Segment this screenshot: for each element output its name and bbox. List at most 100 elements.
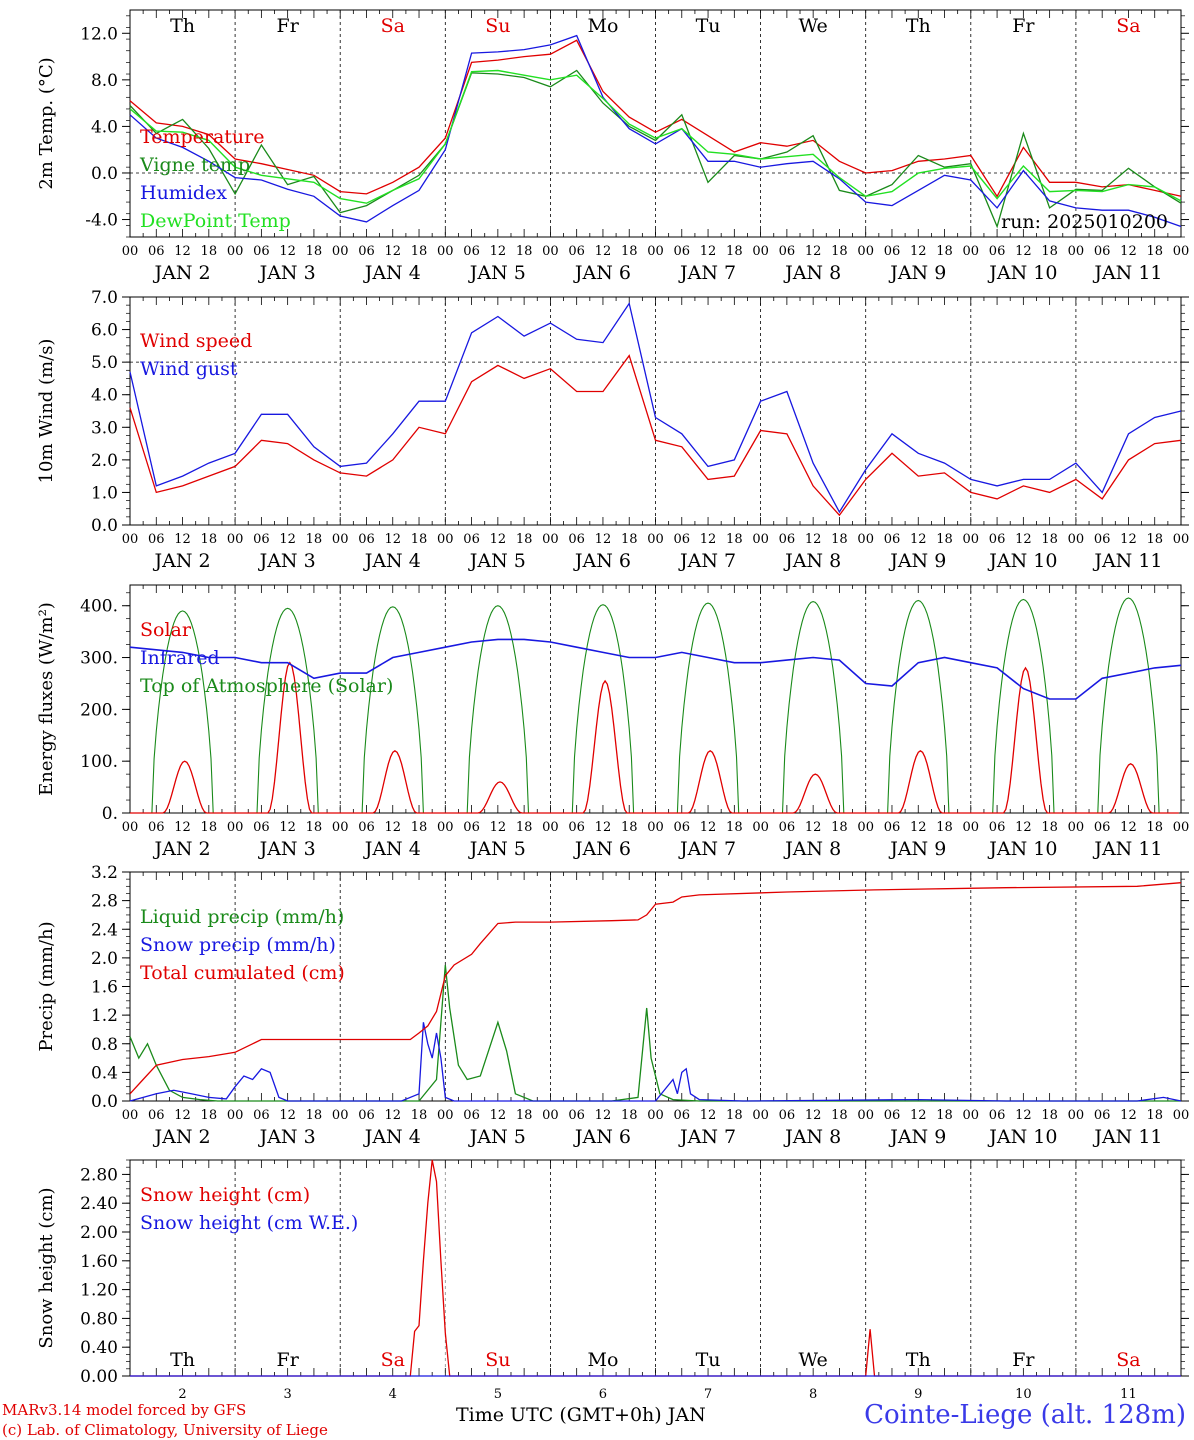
y-tick-label: 1.20 [80, 1281, 118, 1301]
weekday-label: We [799, 1349, 828, 1371]
day-label: JAN 7 [678, 262, 736, 284]
hour-tick-label: 18 [201, 820, 218, 835]
hour-tick-label: 18 [516, 1108, 533, 1123]
lab-credit: (c) Lab. of Climatology, University of L… [2, 1421, 328, 1439]
hour-tick-label: 06 [358, 820, 375, 835]
hour-tick-label: 12 [490, 244, 507, 259]
hour-tick-label: 12 [384, 244, 401, 259]
hour-tick-label: 06 [148, 244, 165, 259]
hour-tick-label: 00 [122, 244, 139, 259]
y-tick-label: 400. [80, 597, 118, 617]
hour-tick-label: 12 [1015, 1108, 1032, 1123]
hour-tick-label: 06 [989, 532, 1006, 547]
hour-tick-label: 00 [1173, 532, 1190, 547]
hour-tick-label: 00 [227, 1108, 244, 1123]
day-label: JAN 11 [1092, 1126, 1162, 1148]
day-label: JAN 2 [153, 550, 211, 572]
weekday-label: Sa [1116, 15, 1140, 37]
hour-tick-label: 12 [595, 244, 612, 259]
hour-tick-label: 12 [805, 532, 822, 547]
hour-tick-label: 06 [779, 244, 796, 259]
weekday-label: Fr [277, 1349, 300, 1371]
day-number-label: 4 [389, 1387, 397, 1402]
y-tick-label: 6.0 [91, 321, 118, 341]
legend-entry: Snow height (cm W.E.) [140, 1212, 358, 1234]
legend-entry: Snow height (cm) [140, 1184, 310, 1206]
hour-tick-label: 12 [174, 820, 191, 835]
hour-tick-label: 00 [647, 820, 664, 835]
toa-solar-line [130, 597, 1179, 814]
day-label: JAN 6 [573, 262, 631, 284]
hour-tick-label: 06 [674, 244, 691, 259]
station-name: Cointe-Liege (alt. 128m) [864, 1400, 1186, 1430]
hour-tick-label: 06 [989, 820, 1006, 835]
day-label: JAN 5 [468, 550, 526, 572]
hour-tick-label: 18 [306, 244, 323, 259]
model-credit: MARv3.14 model forced by GFS [2, 1401, 247, 1419]
hour-tick-label: 00 [332, 532, 349, 547]
day-label: JAN 4 [363, 550, 421, 572]
hour-tick-label: 18 [201, 532, 218, 547]
y-tick-label: 2.0 [91, 949, 118, 969]
legend-entry: Wind gust [140, 358, 238, 380]
hour-tick-label: 12 [279, 532, 296, 547]
y-tick-label: 2.00 [80, 1223, 118, 1243]
hour-tick-label: 12 [1120, 244, 1137, 259]
hour-tick-label: 18 [516, 820, 533, 835]
hour-tick-label: 00 [332, 820, 349, 835]
y-tick-label: 2.80 [80, 1165, 118, 1185]
day-label: JAN 10 [987, 550, 1057, 572]
hour-tick-label: 12 [700, 532, 717, 547]
hour-tick-label: 18 [411, 820, 428, 835]
weekday-label: Mo [587, 1349, 618, 1371]
hour-tick-label: 06 [884, 820, 901, 835]
series-line-temperature [129, 39, 1182, 198]
y-tick-label: -4.0 [85, 211, 118, 231]
hour-tick-label: 12 [1015, 244, 1032, 259]
y-tick-label: 2.40 [80, 1194, 118, 1214]
hour-tick-label: 06 [568, 244, 585, 259]
day-label: JAN 2 [153, 838, 211, 860]
hour-tick-label: 00 [857, 532, 874, 547]
hour-tick-label: 12 [700, 820, 717, 835]
hour-tick-label: 12 [384, 820, 401, 835]
series-line-liquid-precip-mm-h- [129, 964, 1181, 1102]
y-tick-label: 0.0 [91, 1092, 118, 1112]
series-line-snow-precip-mm-h- [129, 1022, 1182, 1102]
day-label: JAN 5 [468, 838, 526, 860]
day-number-label: 3 [284, 1387, 292, 1402]
weekday-label: Mo [587, 15, 618, 37]
hour-tick-label: 06 [463, 244, 480, 259]
legend-entry: Total cumulated (cm) [140, 962, 345, 984]
hour-tick-label: 12 [700, 1108, 717, 1123]
hour-tick-label: 06 [358, 532, 375, 547]
hour-tick-label: 00 [227, 532, 244, 547]
hour-tick-label: 06 [358, 1108, 375, 1123]
hour-tick-label: 06 [568, 532, 585, 547]
legend-entry: Infrared [140, 647, 220, 669]
hour-tick-label: 06 [779, 532, 796, 547]
hour-tick-label: 18 [726, 244, 743, 259]
day-label: JAN 2 [153, 262, 211, 284]
hour-tick-label: 06 [674, 1108, 691, 1123]
hour-tick-label: 00 [227, 820, 244, 835]
hour-tick-label: 06 [674, 532, 691, 547]
y-tick-label: 8.0 [91, 71, 118, 91]
hour-tick-label: 00 [227, 244, 244, 259]
hour-tick-label: 00 [542, 532, 559, 547]
day-number-label: 11 [1120, 1387, 1137, 1402]
hour-tick-label: 06 [1094, 1108, 1111, 1123]
legend-entry: Wind speed [140, 330, 252, 352]
series-line-snow-height-cm- [130, 1159, 1181, 1377]
hour-tick-label: 12 [490, 820, 507, 835]
time-axis-label: Time UTC (GMT+0h) JAN [456, 1404, 706, 1426]
hour-tick-label: 12 [910, 820, 927, 835]
hour-tick-label: 06 [989, 244, 1006, 259]
y-tick-label: 4.0 [91, 386, 118, 406]
hour-tick-label: 00 [857, 820, 874, 835]
y-tick-label: 0.8 [91, 1035, 118, 1055]
y-tick-label: 3.2 [91, 863, 118, 883]
hour-tick-label: 18 [936, 1108, 953, 1123]
hour-tick-label: 00 [122, 820, 139, 835]
